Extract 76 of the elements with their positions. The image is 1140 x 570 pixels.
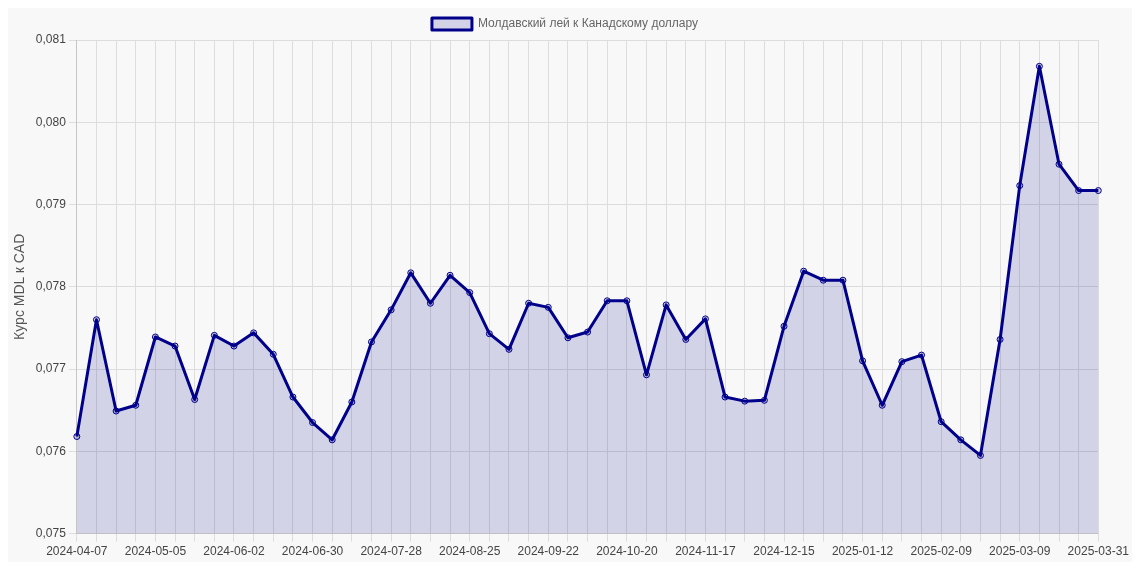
x-tick-label: 2025-01-12: [831, 544, 894, 559]
point: [387, 306, 395, 314]
point: [151, 333, 159, 341]
point: [505, 345, 513, 353]
point: [367, 338, 375, 346]
y-tick-label: 0,078: [35, 279, 67, 294]
x-tick-label: 2024-08-25: [439, 544, 501, 559]
point: [859, 357, 867, 365]
point: [682, 335, 690, 343]
point: [976, 451, 984, 459]
point: [230, 342, 238, 350]
point: [721, 393, 729, 401]
point: [466, 289, 474, 297]
point: [584, 328, 592, 336]
point: [92, 316, 100, 324]
point: [210, 331, 218, 339]
x-tick-label: 2025-02-09: [910, 544, 973, 559]
x-tick-label: 2024-09-22: [517, 544, 580, 559]
x-tick-label: 2025-03-31: [1067, 544, 1130, 559]
point: [191, 396, 199, 404]
point: [171, 342, 179, 350]
point: [544, 303, 552, 311]
y-tick-label: 0,081: [35, 32, 67, 47]
x-tick-label: 2024-11-17: [675, 544, 736, 559]
point: [348, 398, 356, 406]
point: [564, 334, 572, 342]
point: [701, 315, 709, 323]
point: [132, 401, 140, 409]
point: [1094, 187, 1102, 195]
point: [898, 358, 906, 366]
point: [662, 301, 670, 309]
point: [878, 401, 886, 409]
point: [250, 329, 258, 337]
y-tick-label: 0,075: [35, 525, 67, 540]
point: [525, 299, 533, 307]
point: [112, 407, 120, 415]
point: [1075, 187, 1083, 195]
x-tick-label: 2024-05-05: [124, 544, 187, 559]
y-axis-title: Курс MDL к CAD: [11, 233, 28, 340]
point: [957, 436, 965, 444]
point: [937, 418, 945, 426]
x-tick-label: 2024-06-02: [203, 544, 265, 559]
x-tick-label: 2024-12-15: [753, 544, 816, 559]
x-tick-label: 2024-06-30: [281, 544, 344, 559]
y-tick-label: 0,076: [35, 443, 67, 458]
y-tick-label: 0,077: [35, 361, 67, 376]
legend-label: Молдавский лей к Канадскому доллару: [477, 16, 699, 31]
point: [918, 351, 926, 359]
y-tick-label: 0,079: [35, 196, 67, 211]
point: [780, 322, 788, 330]
point: [623, 297, 631, 305]
point: [269, 350, 277, 358]
point: [446, 271, 454, 279]
point: [289, 393, 297, 401]
point: [643, 371, 650, 379]
point: [1016, 182, 1024, 190]
point: [996, 335, 1004, 343]
point: [1035, 62, 1043, 70]
point: [407, 269, 415, 277]
x-tick-label: 2025-03-09: [989, 544, 1051, 559]
point: [760, 396, 768, 404]
point: [485, 330, 493, 338]
point: [73, 433, 81, 441]
point: [309, 419, 317, 427]
x-tick-label: 2024-04-07: [46, 544, 108, 559]
point: [839, 276, 847, 284]
point: [426, 299, 434, 307]
point: [603, 297, 611, 305]
x-tick-label: 2024-10-20: [596, 544, 658, 559]
point: [741, 397, 749, 405]
y-tick-label: 0,080: [35, 114, 67, 129]
point: [328, 436, 336, 444]
point: [800, 267, 808, 275]
point: [1055, 160, 1063, 168]
point: [819, 276, 827, 284]
x-tick-label: 2024-07-28: [360, 544, 423, 559]
